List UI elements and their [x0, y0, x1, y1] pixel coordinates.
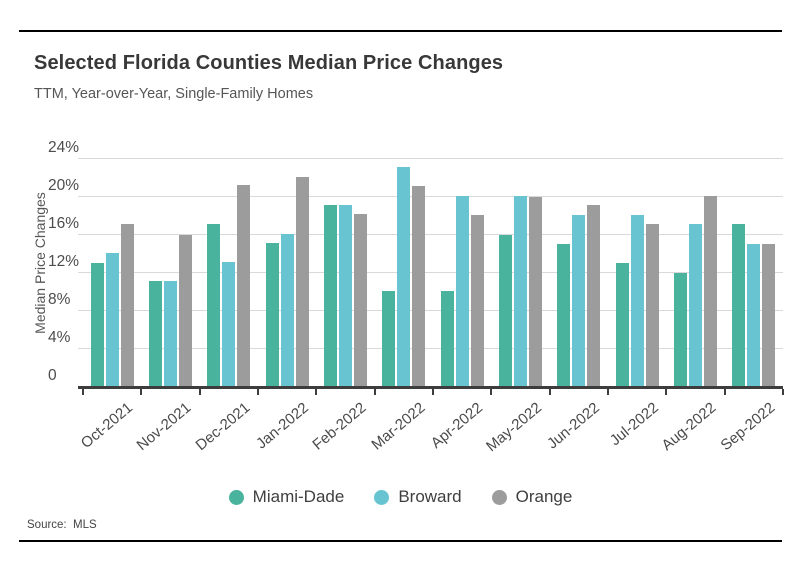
x-tick-label: Feb-2022 — [309, 399, 370, 454]
x-axis-tick — [140, 389, 143, 395]
x-tick-label: Sep-2022 — [717, 399, 779, 455]
gridline-8% — [78, 309, 783, 311]
bar-miami-dade-sep-2022 — [732, 224, 746, 386]
bar-miami-dade-may-2022 — [498, 234, 512, 386]
bar-broward-jul-2022 — [630, 214, 644, 386]
bar-broward-apr-2022 — [455, 195, 469, 386]
bar-miami-dade-oct-2021 — [90, 263, 104, 386]
bar-broward-jun-2022 — [572, 214, 586, 386]
bar-miami-dade-dec-2021 — [207, 224, 221, 386]
bar-broward-dec-2021 — [222, 262, 236, 386]
bar-orange-jun-2022 — [587, 205, 601, 386]
x-tick-label: Dec-2021 — [192, 399, 254, 455]
bar-broward-may-2022 — [513, 195, 527, 386]
gridline-12% — [78, 271, 783, 273]
source-note: Source: MLS — [27, 519, 97, 531]
x-axis-tick — [723, 389, 726, 395]
y-tick-label: 0 — [48, 367, 57, 384]
x-axis-tick — [548, 389, 551, 395]
x-tick-label: Aug-2022 — [658, 399, 720, 455]
x-axis-tick — [315, 389, 318, 395]
x-axis-tick — [431, 389, 434, 395]
x-tick-label: Nov-2021 — [134, 399, 195, 455]
x-axis-tick — [198, 389, 201, 395]
bar-orange-sep-2022 — [762, 244, 776, 386]
x-tick-label: Jul-2022 — [606, 399, 662, 450]
top-divider — [19, 30, 782, 32]
bar-orange-may-2022 — [528, 196, 542, 386]
bar-broward-feb-2022 — [338, 205, 352, 386]
x-tick-label: Jun-2022 — [544, 399, 604, 453]
bar-miami-dade-apr-2022 — [440, 290, 454, 386]
y-tick-label: 16% — [48, 214, 80, 232]
chart-legend: Miami-Dade Broward Orange — [0, 484, 801, 510]
legend-label: Orange — [515, 487, 573, 506]
legend-swatch-icon — [491, 489, 507, 505]
x-tick-label: Mar-2022 — [368, 399, 429, 454]
bar-miami-dade-mar-2022 — [382, 290, 396, 386]
x-tick-label: May-2022 — [482, 399, 545, 456]
bar-miami-dade-feb-2022 — [323, 205, 337, 386]
gridline-16% — [78, 233, 783, 235]
y-tick-label: 4% — [48, 328, 71, 346]
legend-label: Broward — [398, 487, 462, 506]
chart-subtitle: TTM, Year-over-Year, Single-Family Homes — [34, 86, 314, 102]
x-axis-tick — [256, 389, 259, 395]
bar-miami-dade-jun-2022 — [557, 244, 571, 386]
x-axis-tick — [490, 389, 493, 395]
bar-broward-jan-2022 — [280, 233, 294, 386]
gridline-4% — [78, 347, 783, 349]
x-axis-tick — [665, 389, 668, 395]
y-axis-label: Median Price Changes — [32, 192, 48, 334]
x-axis-tick — [781, 389, 784, 395]
bar-orange-feb-2022 — [353, 213, 367, 386]
gridline-24% — [78, 157, 783, 159]
legend-item-orange: Orange — [491, 487, 573, 507]
bar-orange-oct-2021 — [120, 224, 134, 386]
bar-orange-nov-2021 — [178, 234, 192, 386]
bar-orange-dec-2021 — [237, 185, 251, 386]
y-tick-label: 24% — [48, 138, 80, 156]
bottom-divider — [19, 540, 782, 542]
y-tick-label: 8% — [48, 290, 71, 308]
bar-orange-aug-2022 — [703, 195, 717, 386]
legend-item-broward: Broward — [374, 487, 462, 507]
x-axis-line — [78, 386, 783, 389]
bar-orange-apr-2022 — [470, 214, 484, 386]
chart-title: Selected Florida Counties Median Price C… — [34, 52, 504, 74]
x-axis-tick — [82, 389, 84, 395]
x-tick-label: Jan-2022 — [252, 399, 312, 453]
legend-item-miami-dade: Miami-Dade — [228, 487, 345, 507]
bar-broward-oct-2021 — [105, 252, 119, 386]
legend-swatch-icon — [374, 489, 390, 505]
legend-swatch-icon — [228, 489, 244, 505]
bar-miami-dade-aug-2022 — [673, 272, 687, 386]
gridline-20% — [78, 195, 783, 197]
x-axis-tick — [606, 389, 609, 395]
bar-miami-dade-jul-2022 — [615, 263, 629, 386]
legend-label: Miami-Dade — [252, 487, 345, 506]
bar-broward-sep-2022 — [747, 244, 761, 386]
bar-broward-nov-2021 — [163, 281, 177, 386]
x-tick-label: Oct-2021 — [78, 399, 137, 452]
x-axis-tick — [373, 389, 376, 395]
bar-orange-jul-2022 — [645, 224, 659, 386]
x-tick-label: Apr-2022 — [428, 399, 487, 452]
bar-broward-aug-2022 — [688, 224, 702, 386]
bar-orange-jan-2022 — [295, 176, 309, 386]
bar-miami-dade-nov-2021 — [148, 281, 162, 386]
bar-miami-dade-jan-2022 — [265, 243, 279, 386]
bar-broward-mar-2022 — [397, 167, 411, 386]
y-tick-label: 20% — [48, 176, 80, 194]
y-tick-label: 12% — [48, 252, 80, 270]
bar-orange-mar-2022 — [412, 186, 426, 386]
